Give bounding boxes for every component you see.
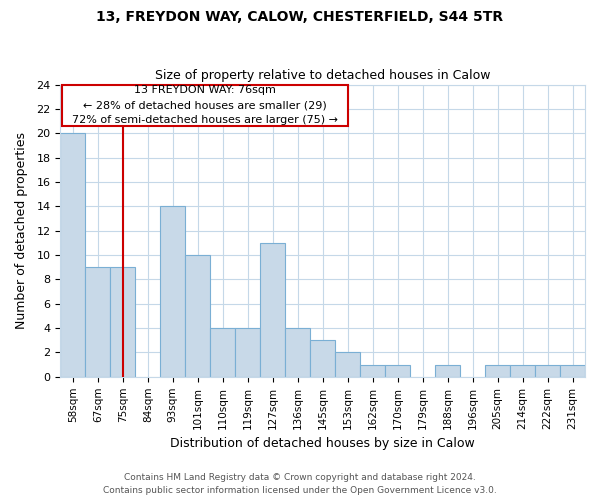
Bar: [85, 267, 110, 377]
Bar: [385, 364, 410, 377]
Bar: [360, 364, 385, 377]
Bar: [61, 134, 85, 377]
Title: Size of property relative to detached houses in Calow: Size of property relative to detached ho…: [155, 69, 490, 82]
Bar: [435, 364, 460, 377]
Bar: [210, 328, 235, 377]
Text: 13, FREYDON WAY, CALOW, CHESTERFIELD, S44 5TR: 13, FREYDON WAY, CALOW, CHESTERFIELD, S4…: [97, 10, 503, 24]
Bar: [560, 364, 585, 377]
Bar: [310, 340, 335, 377]
Bar: [160, 206, 185, 377]
Bar: [485, 364, 510, 377]
Bar: [285, 328, 310, 377]
Text: 13 FREYDON WAY: 76sqm
← 28% of detached houses are smaller (29)
72% of semi-deta: 13 FREYDON WAY: 76sqm ← 28% of detached …: [71, 86, 338, 125]
X-axis label: Distribution of detached houses by size in Calow: Distribution of detached houses by size …: [170, 437, 475, 450]
Bar: [260, 243, 285, 377]
Bar: [110, 267, 135, 377]
Bar: [510, 364, 535, 377]
Bar: [185, 255, 210, 377]
Y-axis label: Number of detached properties: Number of detached properties: [15, 132, 28, 329]
Bar: [335, 352, 360, 377]
Text: Contains HM Land Registry data © Crown copyright and database right 2024.
Contai: Contains HM Land Registry data © Crown c…: [103, 474, 497, 495]
FancyBboxPatch shape: [62, 84, 347, 126]
Bar: [235, 328, 260, 377]
Bar: [535, 364, 560, 377]
